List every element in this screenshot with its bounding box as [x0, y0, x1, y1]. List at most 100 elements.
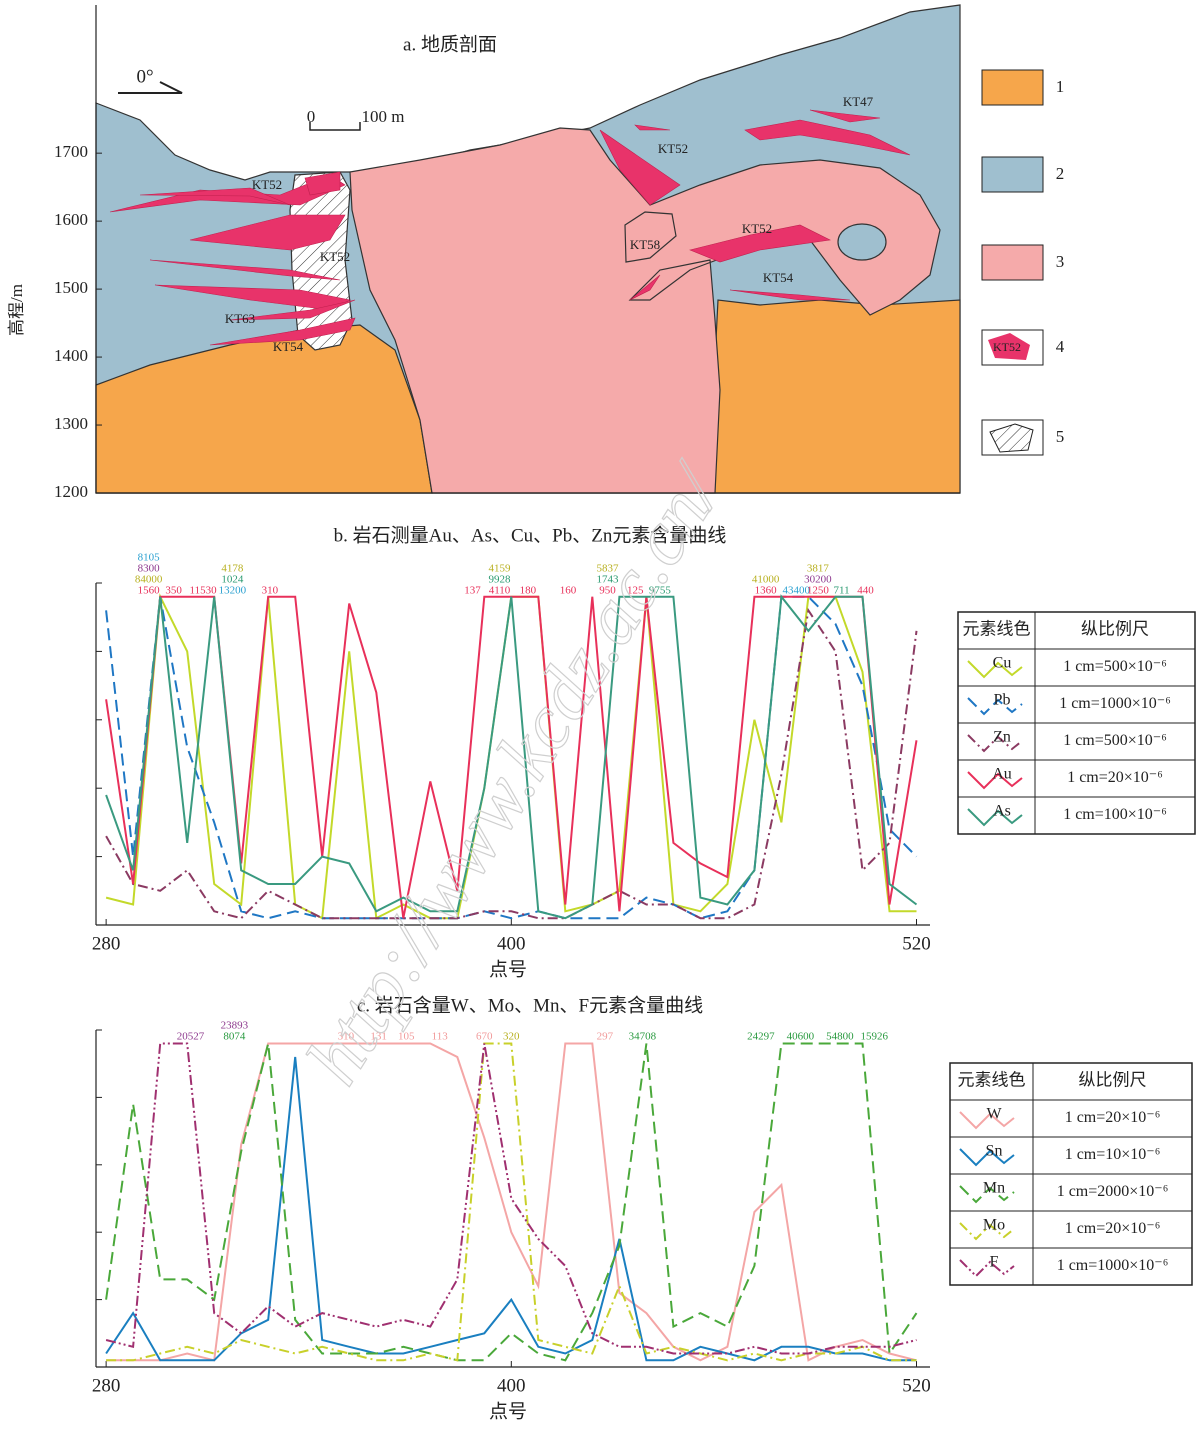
- legend-swatch: [967, 660, 1023, 679]
- legend-swatch: [959, 1111, 1015, 1130]
- orebody-label: KT52: [252, 177, 282, 192]
- legend-scale: 1 cm=100×10⁻⁶: [1063, 806, 1167, 823]
- geologic-section: 1200 1300 1400 1500 1600 1700 高程/m a. 地质剖面 0° 0 10…: [7, 4, 1065, 501]
- legend-scale: 1 cm=500×10⁻⁶: [1063, 732, 1167, 749]
- peak-label: 310: [338, 1031, 355, 1043]
- ore-body: [209, 317, 356, 346]
- legend-name: W: [986, 1106, 1002, 1123]
- x-tick-label: 400: [497, 933, 526, 954]
- ore-body: [149, 259, 341, 281]
- series-line: [105, 1042, 917, 1355]
- y-axis-label: 高程/m: [7, 284, 26, 336]
- peak-label: 84000: [135, 574, 163, 586]
- legend-swatch: [959, 1222, 1015, 1241]
- ore-body: [634, 124, 671, 131]
- peak-label: 670: [476, 1031, 493, 1043]
- legend-swatch: [967, 697, 1023, 716]
- x-tick-label: 520: [902, 1375, 931, 1396]
- legend-header: 纵比例尺: [1079, 1070, 1147, 1089]
- legend-box: [981, 244, 1044, 281]
- ore-body: [229, 299, 356, 321]
- x-tick-label: 520: [902, 933, 931, 954]
- ore-body: [729, 289, 851, 301]
- panel-title: b. 岩石测量Au、As、Cu、Pb、Zn元素含量曲线: [334, 524, 727, 546]
- legend-scale: 1 cm=1000×10⁻⁶: [1059, 695, 1171, 712]
- y-tick-label: 1700: [54, 142, 88, 161]
- peak-label: 1250: [807, 585, 830, 597]
- legend-box: [981, 156, 1044, 193]
- ore-body: [689, 224, 831, 263]
- series-line: [105, 1056, 917, 1362]
- y-tick-label: 1400: [54, 346, 88, 365]
- x-axis-label: 点号: [489, 1400, 527, 1422]
- legend-ore-text: KT52: [993, 340, 1021, 354]
- peak-label: 1024: [221, 574, 244, 586]
- ore-body: [629, 274, 661, 301]
- curve-panel-b: 280 400 520 点号 b. 岩石测量Au、As、Cu、Pb、Zn元素含量曲线 81…: [92, 524, 1196, 980]
- orebody-label: KT58: [630, 237, 660, 252]
- orebody-label: KT54: [273, 339, 304, 354]
- legend-ore: [988, 333, 1030, 360]
- series-line: [105, 594, 918, 920]
- peak-label: 105: [398, 1031, 415, 1043]
- x-tick-label: 400: [497, 1375, 526, 1396]
- legend-label: 5: [1056, 427, 1065, 446]
- orebody-label: KT47: [843, 94, 874, 109]
- legend-scale: 1 cm=2000×10⁻⁶: [1057, 1183, 1169, 1200]
- legend-box: [981, 69, 1044, 106]
- series-line: [106, 1042, 917, 1362]
- peak-label: 8300: [138, 563, 161, 575]
- peak-label: 34708: [629, 1031, 657, 1043]
- curve-panel-c: 280 400 520 点号 c. 岩石含量W、Mo、Mn、F元素含量曲线 20527 23…: [92, 994, 1193, 1422]
- peak-label: 320: [503, 1031, 520, 1043]
- peak-label: 9755: [649, 585, 672, 597]
- peak-label: 297: [597, 1031, 614, 1043]
- legend-header: 元素线色: [963, 619, 1031, 638]
- legend-scale: 1 cm=1000×10⁻⁶: [1057, 1257, 1169, 1274]
- y-tick-label: 1200: [54, 482, 88, 501]
- ore-body: [809, 109, 881, 123]
- legend-name: Cu: [993, 655, 1012, 672]
- basement-right: [709, 299, 961, 494]
- peak-label: 13200: [219, 585, 247, 597]
- legend-name: As: [993, 803, 1011, 820]
- intrusion-hole: [837, 223, 887, 261]
- north-label: 0°: [136, 66, 153, 87]
- ore-body: [744, 119, 911, 156]
- legend-swatch: [967, 771, 1023, 790]
- series-line: [106, 1042, 917, 1362]
- peak-label: 1360: [755, 585, 778, 597]
- peak-label: 160: [560, 585, 577, 597]
- peak-label: 310: [262, 585, 279, 597]
- intrusion-blob: [624, 211, 677, 263]
- peak-label: 131: [370, 1031, 387, 1043]
- legend-name: Pb: [994, 692, 1011, 709]
- peak-label: 11530: [189, 585, 217, 597]
- orebody-label: KT63: [225, 311, 255, 326]
- x-tick-label: 280: [92, 1375, 121, 1396]
- legend-header: 纵比例尺: [1081, 619, 1149, 638]
- legend-scale: 1 cm=10×10⁻⁶: [1065, 1146, 1161, 1163]
- panel-title: c. 岩石含量W、Mo、Mn、F元素含量曲线: [357, 994, 703, 1016]
- panel-title: a. 地质剖面: [403, 33, 497, 55]
- peak-label: 15926: [861, 1031, 889, 1043]
- series-lines: [105, 1042, 918, 1362]
- peak-label: 20527: [177, 1031, 205, 1043]
- legend-label: 3: [1056, 252, 1065, 271]
- peak-label: 180: [520, 585, 537, 597]
- peak-label: 5837: [597, 563, 620, 575]
- peak-label: 41000: [752, 574, 780, 586]
- x-axis-label: 点号: [489, 958, 527, 980]
- legend-swatch: [967, 808, 1023, 827]
- series-line: [105, 1042, 918, 1362]
- peak-label: 8074: [223, 1031, 246, 1043]
- orebody-label: KT54: [763, 270, 794, 285]
- peak-label: 1560: [138, 585, 161, 597]
- legend-name: Sn: [986, 1143, 1003, 1160]
- peak-label: 4159: [488, 563, 511, 575]
- y-tick-label: 1600: [54, 210, 88, 229]
- peak-label: 113: [432, 1031, 449, 1043]
- peak-label: 4178: [221, 563, 244, 575]
